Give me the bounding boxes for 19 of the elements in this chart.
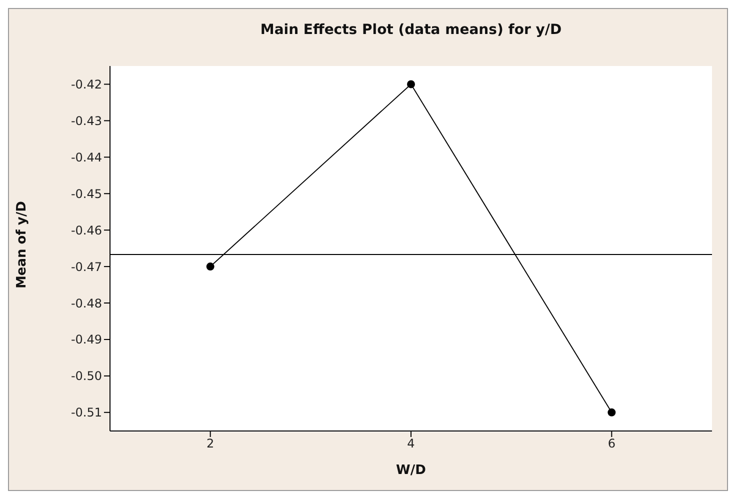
point <box>407 80 415 88</box>
y-tick-label: -0.48 <box>70 296 102 310</box>
y-tick-label: -0.51 <box>70 406 102 420</box>
x-axis-title: W/D <box>396 463 426 478</box>
point <box>608 408 616 416</box>
chart-title: Main Effects Plot (data means) for y/D <box>259 22 563 38</box>
x-tick-label: 4 <box>407 436 415 451</box>
y-tick-label: -0.47 <box>70 260 102 274</box>
y-tick-label: -0.46 <box>70 223 102 238</box>
x-tick-label: 2 <box>206 436 214 451</box>
y-tick-label: -0.49 <box>70 332 102 347</box>
x-tick-label: 6 <box>608 436 616 451</box>
y-tick-label: -0.43 <box>70 114 102 128</box>
y-axis-title: Mean of y/D <box>14 200 30 288</box>
y-tick-label: -0.42 <box>70 77 102 92</box>
y-tick-label: -0.50 <box>70 369 102 384</box>
point <box>206 262 214 271</box>
y-tick-label: -0.45 <box>70 186 102 201</box>
y-tick-label: -0.44 <box>70 150 102 164</box>
